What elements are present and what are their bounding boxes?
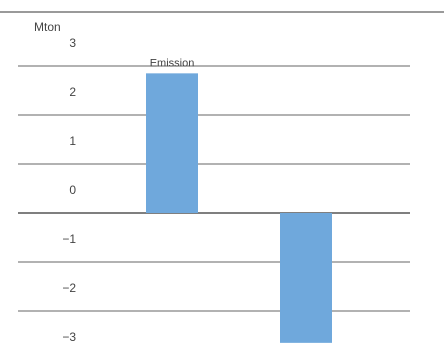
y-axis-tick-labels: 3 2 1 0 −1 −2 −3 (62, 36, 76, 344)
gridlines (18, 65, 410, 312)
y-tick-label: 0 (69, 183, 76, 197)
bar-category-labels: Emission Absorption (150, 57, 333, 348)
bar-emission (146, 73, 198, 213)
y-tick-label: 2 (69, 85, 76, 99)
bars (146, 73, 332, 343)
y-tick-label: −2 (62, 281, 76, 295)
y-tick-label: −1 (62, 232, 76, 246)
y-axis-unit-label: Mton (34, 20, 61, 34)
y-tick-label: −3 (62, 330, 76, 344)
bar-absorption (280, 213, 332, 343)
y-tick-label: 1 (69, 134, 76, 148)
y-tick-label: 3 (69, 36, 76, 50)
bar-label-emission: Emission (150, 57, 195, 69)
bar-label-absorption: Absorption (280, 347, 333, 348)
